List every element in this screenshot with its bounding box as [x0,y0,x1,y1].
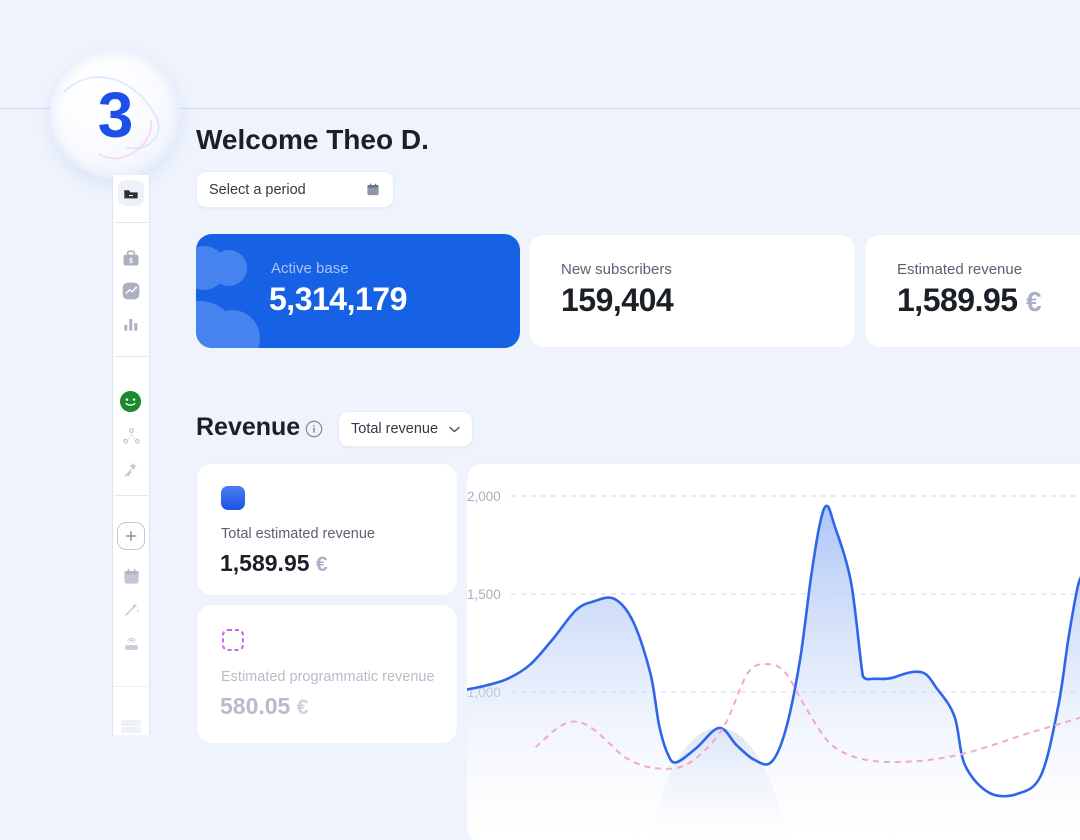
svg-text:1,500: 1,500 [467,587,501,602]
svg-text:$: $ [129,257,133,265]
svg-text:2,000: 2,000 [467,489,501,504]
